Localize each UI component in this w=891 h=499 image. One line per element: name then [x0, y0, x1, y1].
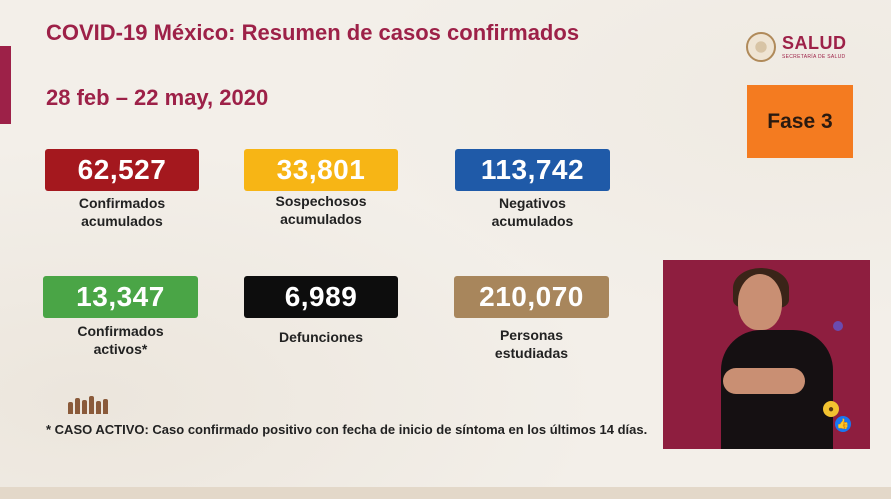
stat-suspected-total-label: Sospechosos acumulados: [275, 193, 367, 227]
sign-language-interpreter-video[interactable]: ● 👍: [663, 260, 870, 449]
logo-name: SALUD: [782, 33, 847, 53]
date-range: 28 feb – 22 may, 2020: [46, 85, 269, 110]
salud-logo: SALUD SECRETARÍA DE SALUD: [746, 30, 858, 64]
stat-deaths: 6,989: [244, 276, 398, 318]
active-case-footnote: * CASO ACTIVO: Caso confirmado positivo …: [46, 422, 648, 437]
stat-people-studied-label: Personas estudiadas: [494, 327, 569, 361]
angry-reaction-icon: [833, 321, 843, 331]
stat-deaths-label: Defunciones: [278, 329, 363, 345]
left-accent-bar: [0, 46, 11, 124]
bottom-strip: [0, 487, 891, 499]
stat-confirmed-active-label: Confirmados activos*: [77, 323, 164, 357]
decorative-people-icon: [68, 394, 114, 414]
stat-confirmed-total: 62,527: [45, 149, 199, 191]
stat-suspected-total: 33,801: [244, 149, 398, 191]
stat-negative-total-label: Negativos acumulados: [491, 195, 574, 229]
wow-reaction-icon: ●: [823, 401, 839, 417]
stat-negative-total: 113,742: [455, 149, 610, 191]
like-reaction-icon: 👍: [835, 416, 851, 432]
stat-confirmed-active: 13,347: [43, 276, 198, 318]
logo-subtitle: SECRETARÍA DE SALUD: [782, 54, 846, 60]
interpreter-hands: [723, 368, 805, 394]
page-title: COVID-19 México: Resumen de casos confir…: [46, 20, 580, 45]
interpreter-face: [738, 274, 782, 330]
stat-people-studied: 210,070: [454, 276, 609, 318]
phase-badge: Fase 3: [747, 85, 853, 158]
government-seal-icon: [746, 32, 776, 62]
stat-confirmed-total-label: Confirmados acumulados: [78, 195, 166, 229]
